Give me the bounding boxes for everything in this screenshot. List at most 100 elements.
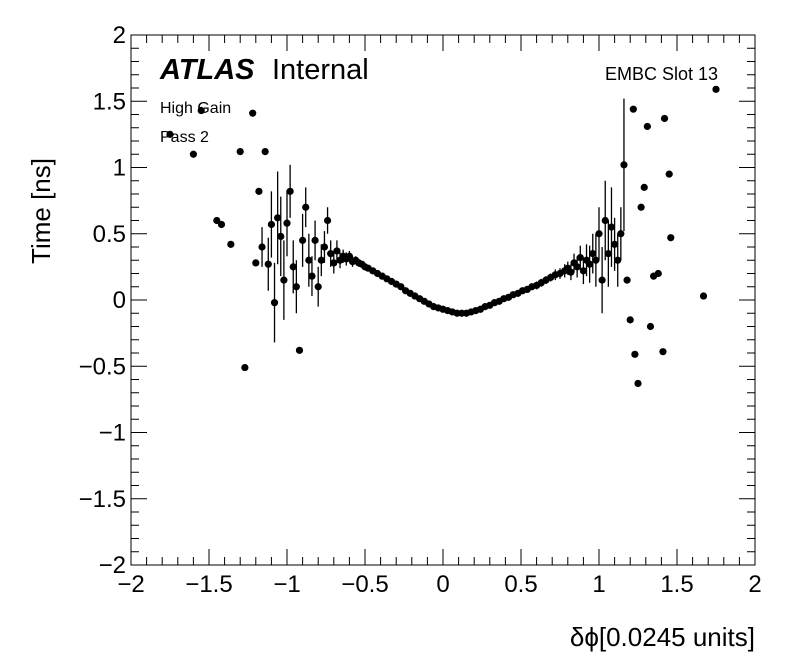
- data-point: [217, 220, 226, 229]
- data-point: [345, 252, 353, 260]
- x-tick-label: −0.5: [341, 571, 388, 598]
- data-point: [617, 230, 625, 238]
- slot-label: EMBC Slot 13: [605, 64, 718, 84]
- data-point: [567, 268, 575, 276]
- data-point: [333, 247, 341, 255]
- data-point: [397, 283, 405, 291]
- data-point: [289, 263, 297, 271]
- pass-label: Pass 2: [160, 129, 209, 146]
- data-point: [592, 256, 600, 264]
- data-point: [292, 283, 300, 291]
- y-tick-label: 2: [113, 22, 126, 49]
- data-point: [595, 230, 603, 238]
- data-point: [586, 260, 594, 268]
- data-point: [634, 379, 642, 388]
- data-point: [317, 256, 325, 264]
- data-point: [280, 276, 288, 284]
- x-axis-title: δϕ[0.0245 units]: [570, 622, 755, 652]
- y-tick-label: −1.5: [79, 486, 126, 513]
- data-point: [213, 216, 221, 225]
- data-point: [264, 260, 272, 268]
- data-point: [589, 250, 597, 258]
- data-point: [295, 346, 304, 354]
- y-tick-labels: −2 −1.5 −1 −0.5 0 0.5 1 1.5 2: [79, 22, 126, 579]
- data-point: [283, 219, 291, 227]
- data-point: [629, 105, 637, 113]
- data-point: [643, 122, 651, 131]
- data-point: [258, 243, 266, 251]
- x-tick-label: 1.5: [660, 571, 693, 598]
- x-tick-labels: −2 −1.5 −1 −0.5 0 0.5 1 1.5 2: [117, 571, 761, 598]
- x-tick-label: −1: [273, 571, 300, 598]
- y-tick-label: 1.5: [93, 88, 126, 115]
- data-point: [576, 254, 584, 262]
- data-point: [323, 216, 332, 225]
- y-tick-label: 0.5: [93, 221, 126, 248]
- data-point: [640, 183, 648, 191]
- data-point: [197, 106, 205, 115]
- data-point: [314, 283, 322, 291]
- data-point: [189, 150, 197, 158]
- data-point: [320, 243, 329, 251]
- data-point: [236, 148, 244, 156]
- data-point: [626, 316, 634, 324]
- y-tick-label: −2: [99, 552, 126, 579]
- data-point: [631, 350, 639, 358]
- data-point: [623, 276, 631, 284]
- data-point: [305, 256, 313, 264]
- data-point: [614, 256, 622, 264]
- data-point: [646, 322, 655, 331]
- data-point: [261, 148, 269, 156]
- gain-label: High Gain: [160, 100, 231, 117]
- data-point: [286, 187, 294, 195]
- data-point: [270, 299, 279, 307]
- data-point: [327, 250, 335, 258]
- data-point: [277, 232, 285, 240]
- data-point: [579, 267, 588, 275]
- data-point: [166, 130, 174, 138]
- data-point: [227, 240, 235, 248]
- internal-label: Internal: [272, 54, 369, 86]
- axis-ticks: [130, 34, 756, 566]
- x-tick-label: 1: [592, 571, 605, 598]
- data-point: [598, 276, 606, 284]
- data-point: [308, 272, 316, 280]
- data-point: [274, 214, 282, 222]
- data-point: [241, 363, 249, 372]
- data-point: [654, 269, 662, 278]
- y-tick-label: −0.5: [79, 353, 126, 380]
- data-point: [604, 250, 612, 258]
- x-tick-label: −2: [117, 571, 144, 598]
- x-tick-label: −1.5: [185, 571, 232, 598]
- y-tick-label: 0: [113, 287, 126, 314]
- y-axis-title: Time [ns]: [26, 158, 56, 264]
- data-point: [665, 170, 673, 178]
- x-tick-label: 2: [748, 571, 761, 598]
- data-point: [330, 259, 338, 267]
- data-point: [699, 292, 708, 300]
- data-point: [255, 187, 263, 195]
- data-points: [166, 85, 720, 388]
- data-point: [659, 348, 667, 356]
- data-point: [252, 259, 260, 267]
- x-tick-label: 0: [436, 571, 449, 598]
- data-point: [637, 203, 645, 211]
- data-point: [299, 236, 307, 244]
- data-point: [667, 234, 675, 242]
- data-point: [611, 240, 619, 248]
- data-point: [712, 85, 720, 93]
- y-tick-label: −1: [99, 420, 126, 447]
- atlas-label: ATLAS: [159, 54, 255, 86]
- data-point: [302, 203, 310, 211]
- data-point: [601, 216, 609, 225]
- data-point: [607, 223, 616, 231]
- y-tick-label: 1: [113, 155, 126, 182]
- data-point: [660, 114, 669, 123]
- data-point: [267, 220, 275, 229]
- data-point: [249, 109, 257, 117]
- x-tick-label: 0.5: [504, 571, 537, 598]
- data-point: [573, 263, 581, 271]
- data-point: [311, 236, 319, 244]
